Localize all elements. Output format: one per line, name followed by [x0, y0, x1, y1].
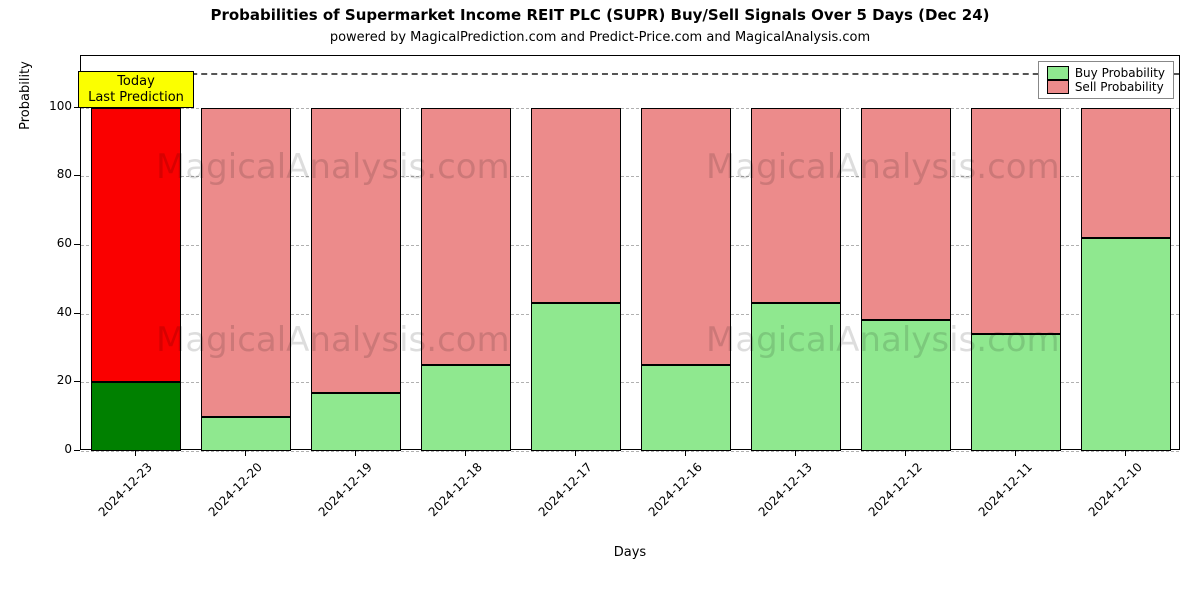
x-tick-mark	[355, 450, 356, 456]
x-tick-mark	[1125, 450, 1126, 456]
y-tick-label: 40	[32, 305, 72, 319]
x-tick-label: 2024-12-10	[1071, 460, 1145, 534]
buy-bar	[641, 365, 731, 451]
x-tick-label: 2024-12-20	[191, 460, 265, 534]
chart-subtitle: powered by MagicalPrediction.com and Pre…	[0, 30, 1200, 45]
chart-container: Probabilities of Supermarket Income REIT…	[0, 0, 1200, 600]
legend-label: Buy Probability	[1075, 66, 1165, 80]
sell-bar	[311, 108, 401, 393]
y-tick-label: 20	[32, 373, 72, 387]
y-tick-mark	[74, 175, 80, 176]
sell-bar	[421, 108, 511, 366]
buy-bar	[531, 303, 621, 451]
sell-bar	[861, 108, 951, 321]
y-tick-label: 60	[32, 236, 72, 250]
x-tick-mark	[905, 450, 906, 456]
x-tick-label: 2024-12-16	[631, 460, 705, 534]
buy-bar	[311, 393, 401, 451]
x-tick-label: 2024-12-17	[521, 460, 595, 534]
reference-line	[81, 73, 1179, 75]
x-tick-mark	[465, 450, 466, 456]
x-tick-label: 2024-12-13	[741, 460, 815, 534]
legend-swatch	[1047, 80, 1069, 94]
x-tick-label: 2024-12-23	[81, 460, 155, 534]
buy-bar	[751, 303, 841, 451]
x-tick-mark	[575, 450, 576, 456]
buy-bar	[971, 334, 1061, 451]
y-axis-label: Probability	[18, 0, 33, 293]
legend-label: Sell Probability	[1075, 80, 1164, 94]
buy-bar	[421, 365, 511, 451]
note-line: Last Prediction	[85, 90, 187, 106]
sell-bar	[1081, 108, 1171, 239]
y-tick-label: 100	[32, 99, 72, 113]
buy-bar	[1081, 238, 1171, 451]
x-tick-mark	[135, 450, 136, 456]
buy-bar	[201, 417, 291, 451]
chart-title: Probabilities of Supermarket Income REIT…	[0, 6, 1200, 24]
sell-bar	[751, 108, 841, 304]
x-tick-mark	[1015, 450, 1016, 456]
y-tick-mark	[74, 107, 80, 108]
y-tick-label: 0	[32, 442, 72, 456]
x-tick-mark	[245, 450, 246, 456]
sell-bar	[971, 108, 1061, 335]
sell-bar	[641, 108, 731, 366]
x-tick-mark	[795, 450, 796, 456]
today-note: TodayLast Prediction	[78, 71, 194, 108]
legend-item: Buy Probability	[1047, 66, 1165, 80]
note-line: Today	[85, 74, 187, 90]
x-axis-label: Days	[80, 545, 1180, 560]
buy-bar	[861, 320, 951, 451]
legend-swatch	[1047, 66, 1069, 80]
y-tick-mark	[74, 244, 80, 245]
y-tick-mark	[74, 313, 80, 314]
plot-area: TodayLast PredictionMagicalAnalysis.comM…	[80, 55, 1180, 450]
x-tick-label: 2024-12-12	[851, 460, 925, 534]
x-tick-label: 2024-12-18	[411, 460, 485, 534]
legend: Buy ProbabilitySell Probability	[1038, 61, 1174, 99]
sell-bar	[201, 108, 291, 417]
x-tick-label: 2024-12-19	[301, 460, 375, 534]
x-tick-mark	[685, 450, 686, 456]
y-tick-mark	[74, 450, 80, 451]
y-tick-label: 80	[32, 167, 72, 181]
legend-item: Sell Probability	[1047, 80, 1165, 94]
sell-bar	[91, 108, 181, 383]
sell-bar	[531, 108, 621, 304]
x-tick-label: 2024-12-11	[961, 460, 1035, 534]
buy-bar	[91, 382, 181, 451]
y-tick-mark	[74, 381, 80, 382]
